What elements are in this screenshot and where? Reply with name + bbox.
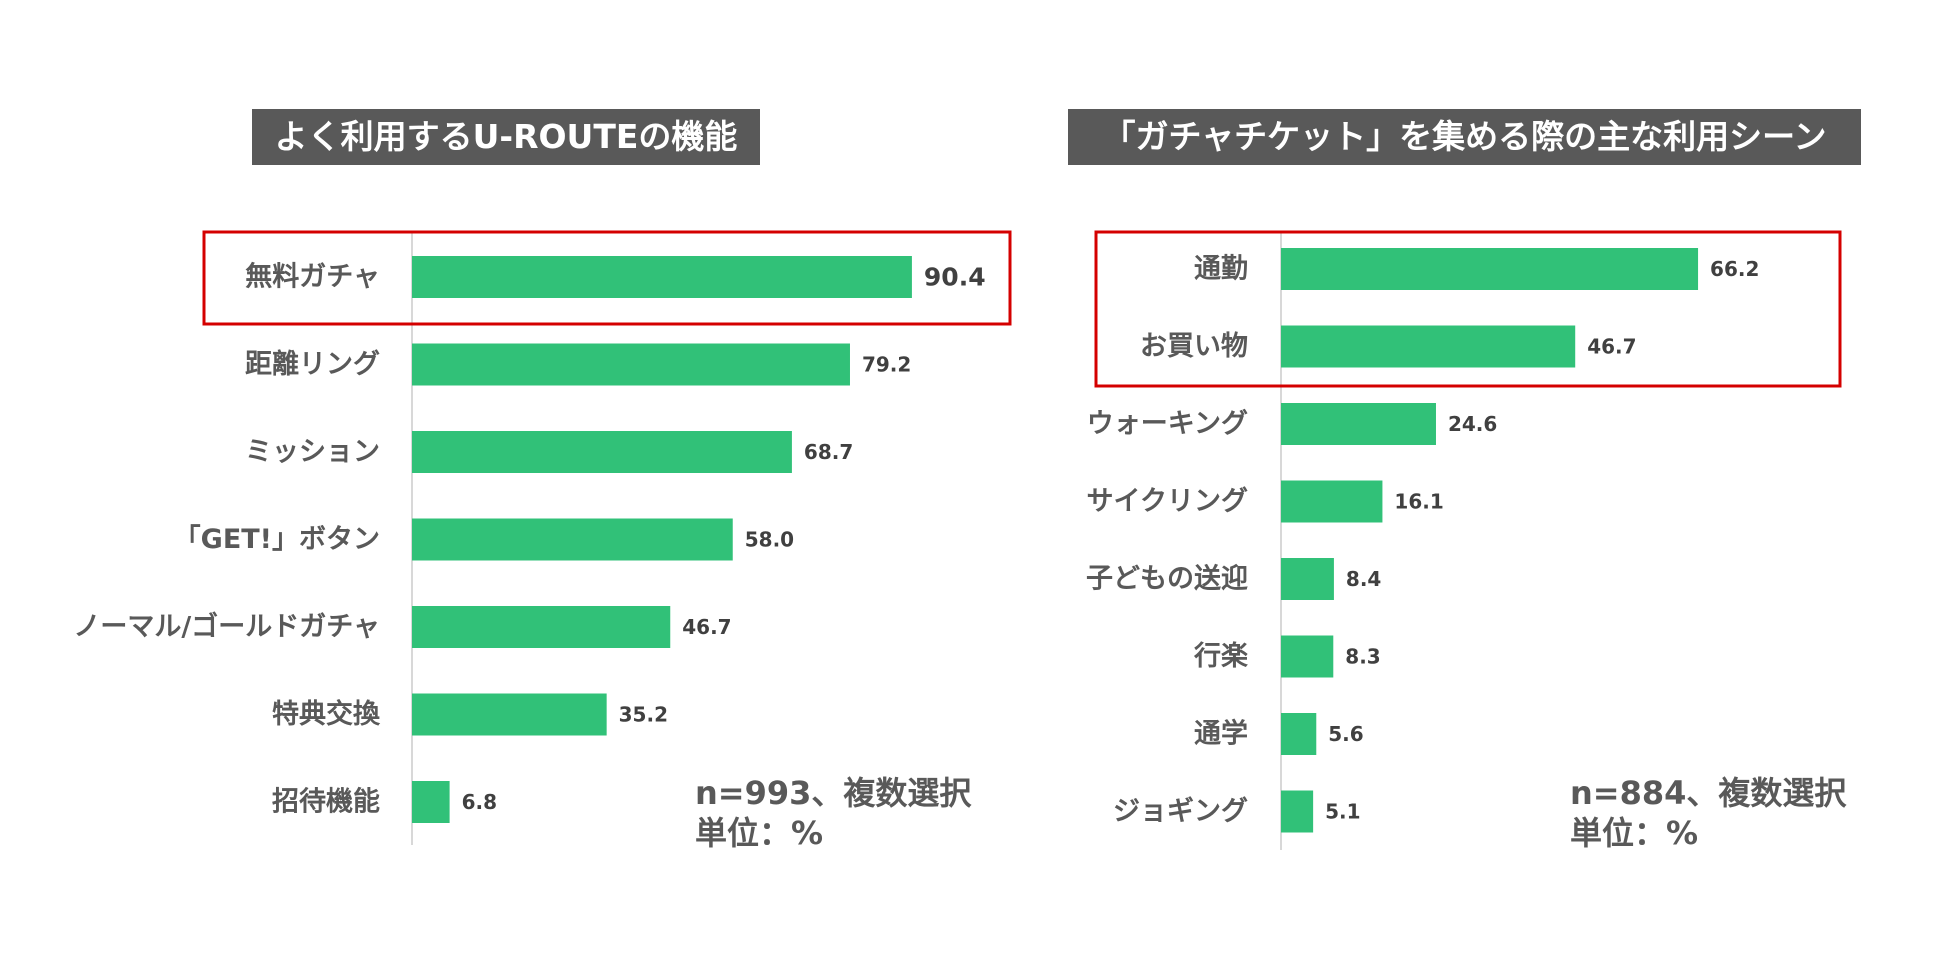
- chart2-plot: 通勤 66.2 お買い物 46.7 ウォーキング 24.6 サイクリング 16.1 子どもの送迎…: [1086, 230, 1842, 850]
- chart2-sample-note: n=884、複数選択: [1570, 774, 1847, 812]
- chart2-bar: [1281, 713, 1317, 755]
- chart1-unit-note: 単位：%: [695, 814, 824, 852]
- chart2-category-label: 行楽: [1193, 640, 1248, 672]
- chart1-category-label: 特典交換: [272, 698, 381, 730]
- chart1-value-label: 90.4: [924, 263, 986, 292]
- chart1-value-label: 68.7: [804, 440, 853, 464]
- chart2-unit-note: 単位：%: [1570, 814, 1699, 852]
- chart1-plot: 無料ガチャ 90.4 距離リング 79.2 ミッション 68.7 「GET!」ボタン 58.0…: [73, 230, 1012, 845]
- chart2-category-label: ジョギング: [1113, 795, 1248, 827]
- chart1-value-label: 35.2: [619, 703, 668, 727]
- chart1-value-label: 46.7: [682, 615, 731, 639]
- chart2-bar: [1281, 790, 1314, 833]
- chart2-bar: [1281, 480, 1383, 523]
- chart1-value-label: 79.2: [862, 353, 911, 377]
- chart2-value-label: 66.2: [1710, 257, 1759, 281]
- chart2-value-label: 8.3: [1345, 645, 1380, 669]
- chart1-sample-note: n=993、複数選択: [695, 774, 972, 812]
- chart2-bar: [1281, 403, 1436, 445]
- chart1-category-label: 「GET!」ボタン: [174, 523, 380, 555]
- chart1-bar: [412, 781, 450, 823]
- chart2-category-label: 通勤: [1194, 254, 1248, 285]
- chart2-value-label: 24.6: [1448, 412, 1497, 436]
- chart2-bar: [1281, 248, 1699, 290]
- chart2-bar: [1281, 635, 1334, 678]
- chart2-value-label: 8.4: [1346, 567, 1381, 591]
- chart2-category-label: ウォーキング: [1087, 408, 1248, 440]
- chart1-bar: [412, 256, 912, 298]
- chart2-value-label: 46.7: [1587, 335, 1636, 359]
- chart1-title: よく利用するU-ROUTEの機能: [252, 109, 760, 165]
- chart1-value-label: 58.0: [745, 528, 794, 552]
- chart1-value-label: 6.8: [462, 790, 497, 814]
- chart2-value-label: 5.1: [1325, 800, 1360, 824]
- chart1-category-label: 無料ガチャ: [245, 262, 380, 293]
- chart2-category-label: サイクリング: [1087, 485, 1248, 517]
- chart2-bar: [1281, 325, 1576, 368]
- chart1-category-label: ノーマル/ゴールドガチャ: [73, 611, 380, 643]
- chart1-category-label: ミッション: [245, 437, 380, 468]
- chart1-bar: [412, 693, 607, 736]
- chart1-bar: [412, 431, 792, 473]
- chart2-title: 「ガチャチケット」を集める際の主な利用シーン: [1068, 109, 1861, 165]
- chart1-bar: [412, 606, 671, 648]
- chart2-highlight-box: [1094, 230, 1842, 388]
- chart2-category-label: 通学: [1194, 718, 1248, 750]
- chart1-highlight-box: [202, 230, 1012, 326]
- chart1-category-label: 距離リング: [245, 348, 380, 380]
- chart2-category-label: お買い物: [1140, 331, 1248, 362]
- chart2-value-label: 5.6: [1328, 722, 1363, 746]
- chart2-category-label: 子どもの送迎: [1086, 564, 1248, 595]
- chart1-category-label: 招待機能: [272, 786, 380, 818]
- chart2-note: n=884、複数選択 単位：%: [1570, 773, 1846, 853]
- chart1-bar: [412, 343, 850, 386]
- chart1-bar: [412, 518, 733, 561]
- chart2-bar: [1281, 558, 1334, 600]
- chart1-note: n=993、複数選択 単位：%: [695, 773, 971, 853]
- chart2-value-label: 16.1: [1394, 490, 1443, 514]
